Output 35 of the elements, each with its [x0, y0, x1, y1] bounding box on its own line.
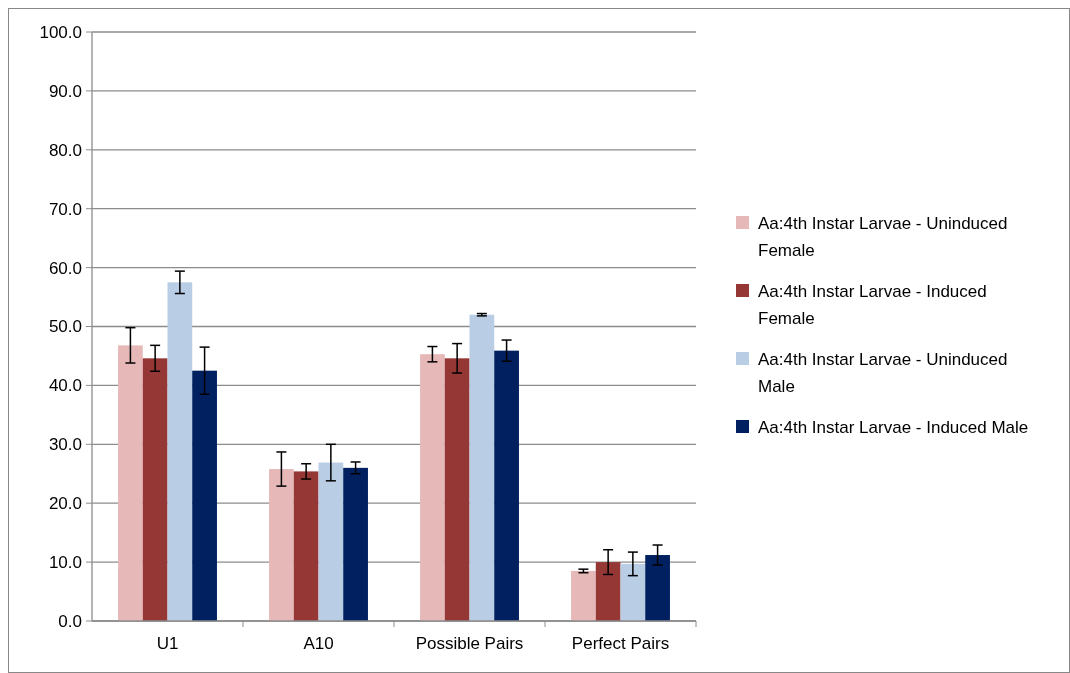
legend-label: Aa:4th Instar Larvae - Uninduced Female	[758, 213, 1008, 260]
x-tick-label: Perfect Pairs	[571, 634, 670, 653]
bar	[293, 471, 319, 621]
y-tick-label: 80.0	[48, 140, 82, 160]
bar	[645, 555, 670, 621]
bar	[167, 282, 193, 621]
bar	[318, 462, 344, 621]
bar	[142, 358, 168, 621]
y-tick-label: 40.0	[48, 376, 82, 396]
bar	[571, 570, 596, 621]
bar	[269, 469, 294, 621]
legend-label: Aa:4th Instar Larvae - Induced Male	[758, 417, 1029, 437]
bar	[118, 345, 143, 621]
y-tick-label: 20.0	[48, 494, 82, 514]
bar	[595, 562, 621, 621]
bar	[494, 350, 519, 621]
legend-label: Aa:4th Instar Larvae - Uninduced Male	[758, 349, 1008, 396]
y-tick-label: 50.0	[48, 317, 82, 337]
y-tick-label: 10.0	[48, 553, 82, 573]
y-tick-label: 30.0	[48, 435, 82, 455]
x-tick-label: Possible Pairs	[415, 634, 524, 653]
y-tick-label: 0.0	[58, 611, 82, 631]
y-tick-label: 90.0	[48, 81, 82, 101]
x-tick-label: A10	[303, 634, 334, 653]
bar	[469, 314, 495, 621]
x-tick-label: U1	[156, 634, 179, 653]
bar	[192, 370, 217, 621]
y-tick-label: 70.0	[48, 199, 82, 219]
bar	[343, 467, 368, 621]
y-tick-label: 60.0	[48, 258, 82, 278]
y-tick-label: 100.0	[39, 22, 82, 42]
legend-label: Aa:4th Instar Larvae - Induced Female	[758, 281, 987, 328]
bar	[420, 354, 445, 621]
bar	[620, 563, 646, 621]
bar	[444, 358, 470, 621]
